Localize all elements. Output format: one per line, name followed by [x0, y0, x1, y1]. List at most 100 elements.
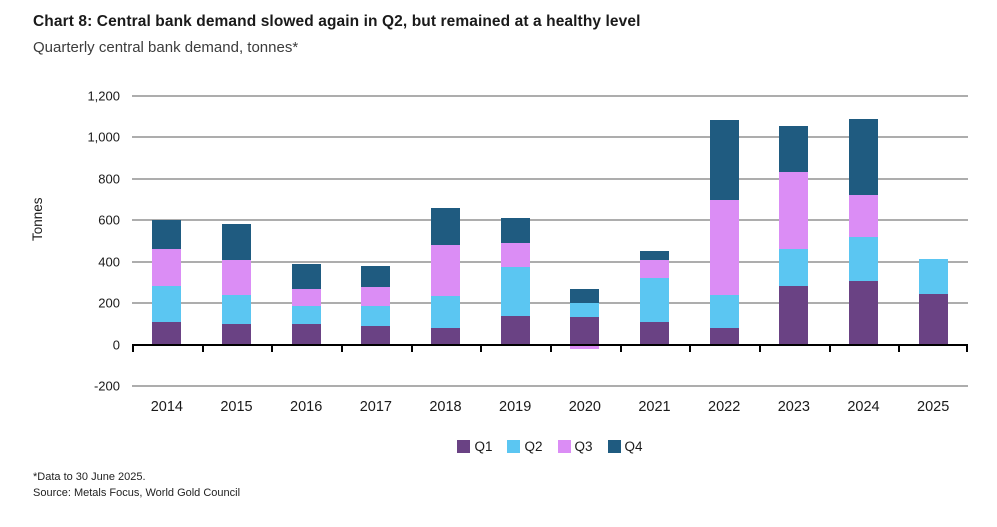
- x-axis-tick: [759, 344, 761, 352]
- y-tick-label: 0: [112, 337, 120, 353]
- bar-segment-2018-Q2: [431, 295, 460, 328]
- bar-segment-2023-Q4: [779, 126, 809, 172]
- bar-segment-2014-Q4: [152, 220, 182, 250]
- chart-title: Chart 8: Central bank demand slowed agai…: [33, 13, 641, 30]
- bar-segment-2021-Q4: [640, 251, 669, 260]
- x-axis-label-2018: 2018: [429, 399, 462, 415]
- bar-segment-2023-Q3: [779, 171, 809, 250]
- bar-segment-2018-Q4: [431, 207, 460, 246]
- x-axis-labels: 2014 2015 2016 2017 2018 2019 2020 2021 2022 2023…: [132, 399, 968, 419]
- bar-segment-2018-Q3: [431, 245, 460, 296]
- bar-segment-2016-Q3: [291, 288, 321, 307]
- x-axis-label-2024: 2024: [847, 399, 880, 415]
- gridline-1000: [132, 136, 968, 139]
- legend-label-Q3: Q3: [574, 438, 593, 454]
- legend-item-Q3: Q3: [557, 438, 593, 454]
- x-axis-label-2017: 2017: [359, 399, 392, 415]
- bar-segment-2015-Q1: [222, 323, 251, 345]
- x-axis-tick: [132, 344, 134, 352]
- gridline-800: [132, 177, 968, 180]
- x-axis-tick: [341, 344, 343, 352]
- y-tick-label: 600: [98, 212, 120, 228]
- bar-segment-2016-Q4: [291, 263, 321, 289]
- bar-segment-2022-Q2: [709, 294, 739, 328]
- x-axis-label-2014: 2014: [150, 399, 183, 415]
- bar-segment-2024-Q2: [849, 236, 878, 282]
- gridline-600: [132, 219, 968, 222]
- legend: Q1 Q2 Q3 Q4: [132, 436, 968, 456]
- bar-segment-2019-Q3: [500, 243, 530, 267]
- x-axis-tick: [898, 344, 901, 352]
- x-axis-label-2025: 2025: [917, 399, 950, 415]
- x-axis-label-2019: 2019: [499, 399, 532, 415]
- bar-segment-2019-Q1: [500, 315, 530, 345]
- x-axis-tick: [201, 344, 204, 352]
- bar-segment-2015-Q3: [222, 259, 251, 295]
- bar-segment-2018-Q1: [431, 328, 460, 345]
- y-tick-label: 400: [98, 254, 120, 270]
- footnote-data-note: *Data to 30 June 2025.: [33, 471, 146, 483]
- bar-segment-2019-Q4: [500, 218, 530, 244]
- y-axis-tick-labels: 1,200 1,000 800 600 400 200 0 -200: [0, 89, 120, 394]
- legend-swatch-Q1: [457, 439, 471, 453]
- bar-segment-2024-Q3: [849, 195, 878, 237]
- bar-segment-2020-Q3: [570, 344, 600, 349]
- bar-segment-2017-Q3: [361, 286, 391, 307]
- legend-swatch-Q2: [507, 439, 521, 453]
- footnote-source: Source: Metals Focus, World Gold Council: [33, 487, 241, 499]
- chart-subtitle: Quarterly central bank demand, tonnes*: [33, 39, 299, 56]
- bar-segment-2021-Q1: [640, 321, 669, 345]
- bar-segment-2025-Q1: [918, 293, 948, 345]
- legend-swatch-Q3: [557, 439, 571, 453]
- y-tick-label: 200: [98, 295, 120, 311]
- bar-segment-2016-Q2: [291, 306, 321, 324]
- legend-item-Q2: Q2: [507, 438, 543, 454]
- bar-segment-2017-Q4: [361, 265, 391, 287]
- bar-segment-2020-Q2: [570, 303, 600, 317]
- plot-area: [132, 95, 968, 387]
- x-axis-label-2022: 2022: [708, 399, 741, 415]
- x-axis-tick: [271, 344, 274, 352]
- y-tick-label: 1,200: [87, 88, 120, 104]
- bar-segment-2014-Q3: [152, 249, 182, 286]
- x-axis-tick: [619, 344, 622, 352]
- legend-label-Q1: Q1: [474, 438, 493, 454]
- bar-segment-2020-Q1: [570, 316, 600, 345]
- bar-segment-2022-Q3: [709, 199, 739, 295]
- x-axis-tick: [480, 344, 483, 352]
- bar-segment-2023-Q1: [779, 285, 809, 345]
- bar-segment-2024-Q4: [849, 118, 878, 196]
- x-axis-tick: [966, 344, 968, 352]
- bar-segment-2021-Q3: [640, 259, 669, 279]
- gridline-400: [132, 260, 968, 263]
- bar-segment-2022-Q4: [709, 119, 739, 200]
- bar-segment-2019-Q2: [500, 266, 530, 316]
- bar-segment-2023-Q2: [779, 249, 809, 286]
- x-axis-tick: [689, 344, 692, 352]
- bar-segment-2017-Q1: [361, 325, 391, 345]
- legend-swatch-Q4: [607, 439, 621, 453]
- bar-segment-2016-Q1: [291, 323, 321, 345]
- bar-segment-2017-Q2: [361, 306, 391, 326]
- x-axis-tick: [410, 344, 413, 352]
- bar-segment-2025-Q2: [918, 258, 948, 294]
- bar-segment-2024-Q1: [849, 281, 878, 345]
- legend-item-Q1: Q1: [457, 439, 492, 454]
- y-tick-label: 800: [98, 171, 120, 187]
- legend-label-Q2: Q2: [524, 438, 543, 454]
- bar-segment-2014-Q1: [152, 321, 182, 345]
- x-axis-label-2021: 2021: [638, 399, 671, 415]
- bar-segment-2015-Q4: [222, 224, 251, 260]
- x-axis-label-2016: 2016: [290, 399, 323, 415]
- y-tick-label: -200: [93, 378, 120, 394]
- gridline-1200: [132, 95, 968, 97]
- gridline--200: [132, 385, 968, 387]
- legend-item-Q4: Q4: [607, 438, 643, 454]
- legend-label-Q4: Q4: [624, 438, 643, 454]
- x-axis-label-2023: 2023: [777, 399, 810, 415]
- y-tick-label: 1,000: [87, 129, 120, 145]
- x-axis-tick: [828, 344, 831, 352]
- bar-segment-2014-Q2: [152, 285, 182, 322]
- x-axis-tick: [550, 344, 552, 352]
